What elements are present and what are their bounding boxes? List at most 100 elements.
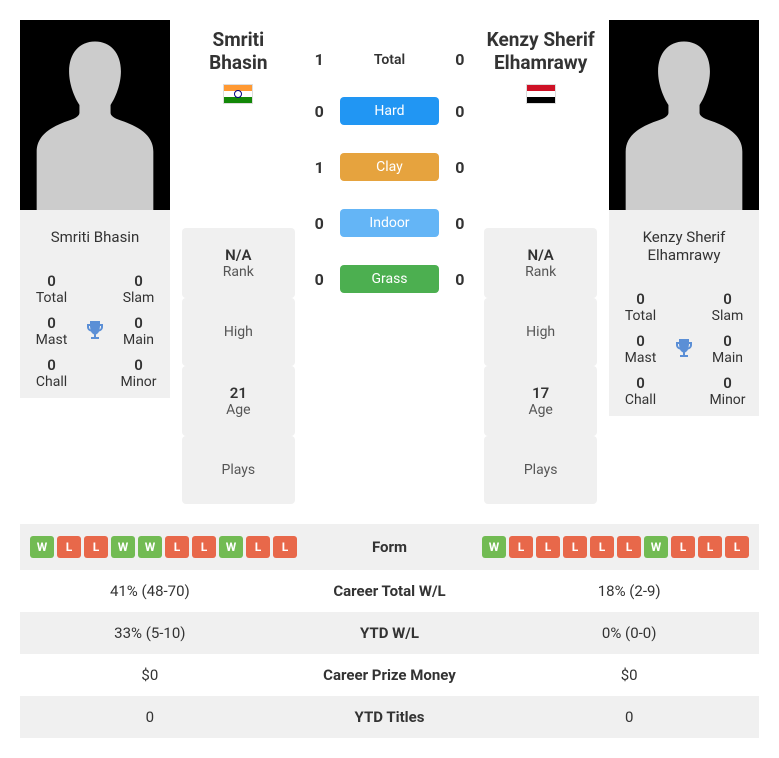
form-badge: L: [509, 536, 533, 558]
player2-name-label: Kenzy Sherif Elhamrawy: [609, 210, 759, 282]
player2-flag: [484, 84, 597, 123]
h2h-column: 1 Total 0 0 Hard 0 1 Clay 0 0 Indoor 0 0…: [307, 20, 473, 504]
form-badge: L: [536, 536, 560, 558]
player2-title: Kenzy Sherif Elhamrawy: [484, 20, 597, 84]
h2h-clay-p1: 1: [307, 158, 332, 177]
h2h-total-p1: 1: [307, 50, 332, 69]
player2-plays-box: Plays: [484, 436, 597, 504]
player1-rank-box: N/A Rank: [182, 228, 295, 298]
indoor-surface-pill[interactable]: Indoor: [340, 209, 440, 237]
form-badge: L: [246, 536, 270, 558]
player1-chall-stat: 0 Chall: [28, 356, 75, 390]
player1-slam-stat: 0 Slam: [115, 272, 162, 306]
form-badge: W: [482, 536, 506, 558]
h2h-total-label: Total: [340, 52, 440, 68]
player1-flag: [182, 84, 295, 123]
form-badge: L: [617, 536, 641, 558]
ytd-wl-p1: 33% (5-10): [30, 624, 270, 642]
form-badge: L: [698, 536, 722, 558]
career-wl-p1: 41% (48-70): [30, 582, 270, 600]
player2-image: [609, 20, 759, 210]
form-badge: W: [138, 536, 162, 558]
india-flag-icon: [223, 84, 253, 104]
form-row: WLLWWLLWLL Form WLLLLLWLLL: [20, 524, 759, 570]
player2-chall-stat: 0 Chall: [617, 374, 664, 408]
career-wl-row: 41% (48-70) Career Total W/L 18% (2-9): [20, 570, 759, 612]
ytd-titles-label: YTD Titles: [270, 708, 510, 726]
player2-rank-box: N/A Rank: [484, 228, 597, 298]
player1-form-badges: WLLWWLLWLL: [30, 536, 297, 558]
form-badge: L: [671, 536, 695, 558]
player1-info-column: Smriti Bhasin N/A Rank High 21 Age Plays: [182, 20, 295, 504]
form-badge: L: [725, 536, 749, 558]
career-wl-label: Career Total W/L: [270, 582, 510, 600]
hard-surface-pill[interactable]: Hard: [340, 97, 440, 125]
player2-main-stat: 0 Main: [704, 332, 751, 366]
player-silhouette-icon: [30, 35, 160, 210]
player2-career-stats: 0 Total 0 Slam 0 Mast 0 Main 0: [609, 282, 759, 416]
player1-age-box: 21 Age: [182, 366, 295, 436]
trophy-icon: [83, 314, 107, 348]
ytd-titles-row: 0 YTD Titles 0: [20, 696, 759, 738]
player2-high-box: High: [484, 298, 597, 366]
h2h-total-row: 1 Total 0: [307, 50, 473, 69]
stats-table: WLLWWLLWLL Form WLLLLLWLLL 41% (48-70) C…: [20, 524, 759, 738]
player2-minor-stat: 0 Minor: [704, 374, 751, 408]
player2-form-badges: WLLLLLWLLL: [482, 536, 749, 558]
player1-high-box: High: [182, 298, 295, 366]
player2-slam-stat: 0 Slam: [704, 290, 751, 324]
ytd-titles-p1: 0: [30, 708, 270, 726]
h2h-hard-row: 0 Hard 0: [307, 97, 473, 125]
form-badge: L: [273, 536, 297, 558]
player1-career-stats: 0 Total 0 Slam 0 Mast 0 Main 0: [20, 264, 170, 398]
prize-row: $0 Career Prize Money $0: [20, 654, 759, 696]
trophy-icon: [672, 332, 696, 366]
ytd-wl-label: YTD W/L: [270, 624, 510, 642]
h2h-clay-p2: 0: [447, 158, 472, 177]
h2h-grass-row: 0 Grass 0: [307, 265, 473, 293]
prize-p2: $0: [509, 666, 749, 684]
player1-mast-stat: 0 Mast: [28, 314, 75, 348]
h2h-indoor-row: 0 Indoor 0: [307, 209, 473, 237]
h2h-grass-p2: 0: [447, 270, 472, 289]
player1-title: Smriti Bhasin: [182, 20, 295, 84]
h2h-total-p2: 0: [447, 50, 472, 69]
player1-image: [20, 20, 170, 210]
ytd-wl-row: 33% (5-10) YTD W/L 0% (0-0): [20, 612, 759, 654]
h2h-indoor-p2: 0: [447, 214, 472, 233]
player1-main-stat: 0 Main: [115, 314, 162, 348]
player2-total-stat: 0 Total: [617, 290, 664, 324]
grass-surface-pill[interactable]: Grass: [340, 265, 440, 293]
player2-info-column: Kenzy Sherif Elhamrawy N/A Rank High 17 …: [484, 20, 597, 504]
player1-name-label: Smriti Bhasin: [20, 210, 170, 264]
h2h-indoor-p1: 0: [307, 214, 332, 233]
player2-age-box: 17 Age: [484, 366, 597, 436]
form-label: Form: [297, 538, 482, 556]
player1-minor-stat: 0 Minor: [115, 356, 162, 390]
h2h-hard-p1: 0: [307, 102, 332, 121]
player1-plays-box: Plays: [182, 436, 295, 504]
h2h-clay-row: 1 Clay 0: [307, 153, 473, 181]
form-badge: W: [219, 536, 243, 558]
egypt-flag-icon: [526, 84, 556, 104]
ytd-titles-p2: 0: [509, 708, 749, 726]
form-badge: L: [563, 536, 587, 558]
player1-total-stat: 0 Total: [28, 272, 75, 306]
h2h-hard-p2: 0: [447, 102, 472, 121]
prize-p1: $0: [30, 666, 270, 684]
ytd-wl-p2: 0% (0-0): [509, 624, 749, 642]
form-badge: L: [192, 536, 216, 558]
form-badge: W: [111, 536, 135, 558]
form-badge: L: [84, 536, 108, 558]
h2h-grass-p1: 0: [307, 270, 332, 289]
career-wl-p2: 18% (2-9): [509, 582, 749, 600]
form-badge: L: [165, 536, 189, 558]
form-badge: L: [590, 536, 614, 558]
form-badge: W: [644, 536, 668, 558]
player2-card: Kenzy Sherif Elhamrawy 0 Total 0 Slam 0 …: [609, 20, 759, 504]
player-silhouette-icon: [619, 35, 749, 210]
prize-label: Career Prize Money: [270, 666, 510, 684]
player1-card: Smriti Bhasin 0 Total 0 Slam 0 Mast 0: [20, 20, 170, 504]
clay-surface-pill[interactable]: Clay: [340, 153, 440, 181]
form-badge: L: [57, 536, 81, 558]
